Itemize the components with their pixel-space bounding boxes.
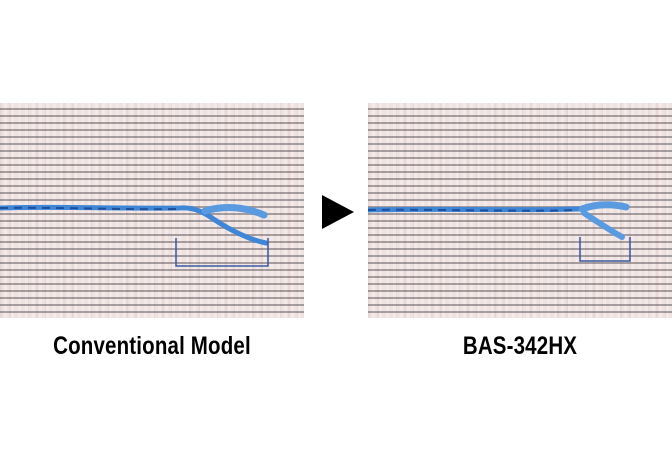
conventional-model-stitch-photo bbox=[0, 103, 304, 318]
bas-342hx-stitch-photo bbox=[368, 103, 672, 318]
conventional-model-label: Conventional Model bbox=[53, 332, 251, 360]
thread-illustration bbox=[368, 201, 631, 262]
thread-illustration bbox=[0, 204, 269, 267]
bas-342hx-label: BAS-342HX bbox=[462, 332, 578, 360]
bracket-marker bbox=[579, 237, 631, 262]
arrow-right-icon bbox=[322, 195, 354, 229]
bracket-marker bbox=[175, 238, 269, 267]
